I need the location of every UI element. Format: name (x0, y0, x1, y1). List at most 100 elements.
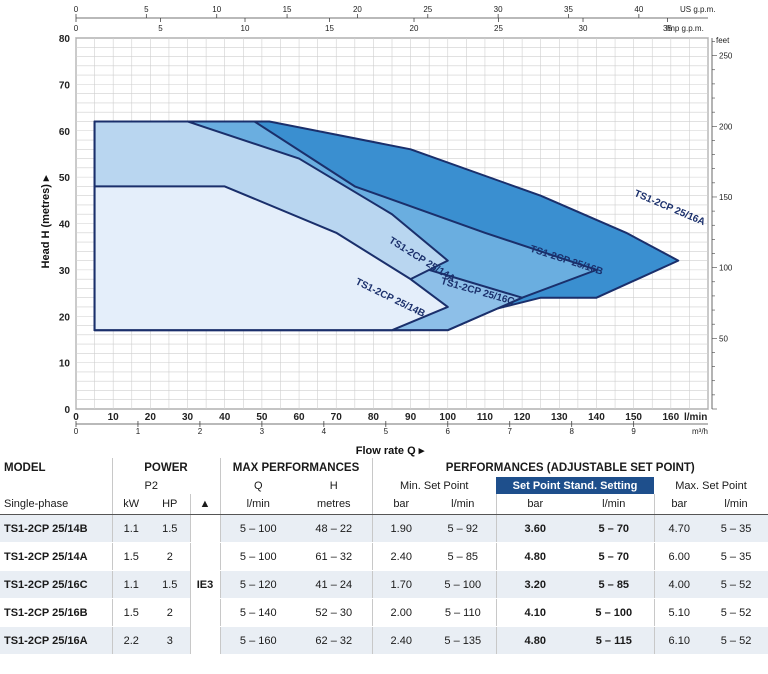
m3h-tick-label: 2 (198, 427, 203, 436)
performance-table-wrap: MODEL POWER MAX PERFORMANCES PERFORMANCE… (0, 458, 768, 674)
cell-max-bar: 6.10 (653, 626, 705, 655)
usgpm-tick-label: 40 (634, 5, 643, 14)
cell-ie3: IE3 (189, 514, 220, 655)
cell-max-bar: 4.00 (653, 570, 705, 599)
header-max-lmin: l/min (704, 494, 768, 515)
cell-std-q: 5 – 70 (574, 542, 655, 571)
cell-min-bar: 1.70 (371, 570, 431, 599)
impgpm-tick-label: 10 (241, 24, 250, 33)
cell-std-q: 5 – 100 (574, 598, 655, 627)
m3h-tick-label: 1 (136, 427, 141, 436)
cell-std-q: 5 – 85 (574, 570, 655, 599)
header-single-phase: Single-phase (0, 494, 112, 515)
x-tick-label: 130 (551, 412, 568, 423)
cell-max-bar: 5.10 (653, 598, 705, 627)
header-power: POWER (111, 458, 220, 477)
cell-kw: 1.5 (111, 598, 150, 627)
x-tick-label: 110 (477, 412, 494, 423)
x-tick-label: 140 (588, 412, 605, 423)
cell-min-bar: 2.40 (371, 542, 431, 571)
usgpm-tick-label: 5 (144, 5, 149, 14)
header-metres: metres (296, 494, 373, 515)
cell-h: 48 – 22 (296, 514, 373, 543)
series-area-4 (93, 185, 449, 332)
cell-max-bar: 6.00 (653, 542, 705, 571)
cell-max-bar: 4.70 (653, 514, 705, 543)
table-row: TS1-2CP 25/16C 1.1 1.5 5 – 120 41 – 24 1.70 5 … (0, 570, 768, 599)
cell-min-q: 5 – 85 (430, 542, 497, 571)
cell-model: TS1-2CP 25/16A (0, 626, 112, 655)
header-std-bar: bar (495, 494, 575, 515)
header-set-point-stand: Set Point Stand. Setting (496, 477, 655, 494)
chart-areas (93, 120, 680, 332)
cell-kw: 1.1 (111, 514, 150, 543)
feet-unit-label: feet (716, 36, 730, 45)
m3h-tick-label: 9 (631, 427, 636, 436)
impgpm-tick-label: 35 (663, 24, 672, 33)
x-tick-label: 30 (182, 412, 194, 423)
usgpm-unit-label: US g.p.m. (680, 5, 716, 14)
header-q: Q (219, 477, 296, 494)
x-tick-label: 0 (73, 412, 79, 423)
y-axis-title: Head H (metres) ▸ (40, 175, 52, 268)
cell-std-bar: 4.80 (495, 542, 575, 571)
header-max-set-point: Max. Set Point (675, 479, 747, 492)
header-hp: HP (150, 494, 190, 515)
impgpm-tick-label: 0 (74, 24, 79, 33)
cell-q: 5 – 160 (219, 626, 296, 655)
m3h-tick-label: 6 (446, 427, 451, 436)
y-tick-label: 0 (64, 405, 70, 416)
m3h-tick-label: 4 (322, 427, 327, 436)
feet-tick-label: 250 (719, 52, 733, 61)
header-min-lmin: l/min (430, 494, 497, 515)
y-tick-label: 80 (59, 34, 71, 45)
x-tick-label: 80 (368, 412, 380, 423)
header-std-lmin: l/min (574, 494, 655, 515)
header-min-set-point: Min. Set Point (371, 477, 497, 494)
m3h-tick-label: 7 (507, 427, 512, 436)
cell-q: 5 – 100 (219, 542, 296, 571)
header-kw: kW (111, 494, 150, 515)
x-tick-label: 160 (662, 412, 679, 423)
cell-kw: 2.2 (111, 626, 150, 655)
cell-model: TS1-2CP 25/16C (0, 570, 112, 599)
cell-model: TS1-2CP 25/14B (0, 514, 112, 543)
cell-min-bar: 2.00 (371, 598, 431, 627)
cell-q: 5 – 100 (219, 514, 296, 543)
cell-model: TS1-2CP 25/16B (0, 598, 112, 627)
usgpm-tick-label: 15 (283, 5, 292, 14)
cell-hp: 1.5 (150, 514, 190, 543)
x-tick-label: 150 (625, 412, 642, 423)
cell-h: 62 – 32 (296, 626, 373, 655)
header-triangle: ▲ (189, 494, 220, 515)
cell-model: TS1-2CP 25/14A (0, 542, 112, 571)
cell-std-q: 5 – 115 (574, 626, 655, 655)
impgpm-unit-label: Imp g.p.m. (666, 24, 704, 33)
cell-q: 5 – 140 (219, 598, 296, 627)
m3h-tick-label: 0 (74, 427, 79, 436)
x-tick-label: 60 (293, 412, 305, 423)
cell-q: 5 – 120 (219, 570, 296, 599)
y-tick-label: 40 (59, 220, 71, 231)
cell-std-bar: 4.10 (495, 598, 575, 627)
usgpm-tick-label: 10 (212, 5, 221, 14)
cell-h: 61 – 32 (296, 542, 373, 571)
table-row: TS1-2CP 25/16A 2.2 3 5 – 160 62 – 32 2.40 5 – … (0, 626, 768, 655)
performance-table: MODEL POWER MAX PERFORMANCES PERFORMANCE… (0, 458, 768, 655)
usgpm-tick-label: 25 (423, 5, 432, 14)
impgpm-tick-label: 30 (579, 24, 588, 33)
table-row: TS1-2CP 25/16B 1.5 2 5 – 140 52 – 30 2.00 5 – … (0, 598, 768, 627)
impgpm-tick-label: 15 (325, 24, 334, 33)
x-tick-label: 20 (145, 412, 157, 423)
cell-hp: 3 (150, 626, 190, 655)
cell-min-q: 5 – 92 (430, 514, 497, 543)
y-tick-label: 30 (59, 266, 71, 277)
cell-hp: 2 (150, 542, 190, 571)
table-row: TS1-2CP 25/14B 1.1 1.5 IE3 5 – 100 48 – 22 1.9… (0, 514, 768, 655)
cell-max-q: 5 – 52 (704, 598, 768, 627)
feet-tick-label: 50 (719, 334, 728, 343)
m3h-unit-label: m³/h (692, 427, 708, 436)
m3h-tick-label: 5 (384, 427, 389, 436)
m3h-tick-label: 3 (260, 427, 265, 436)
